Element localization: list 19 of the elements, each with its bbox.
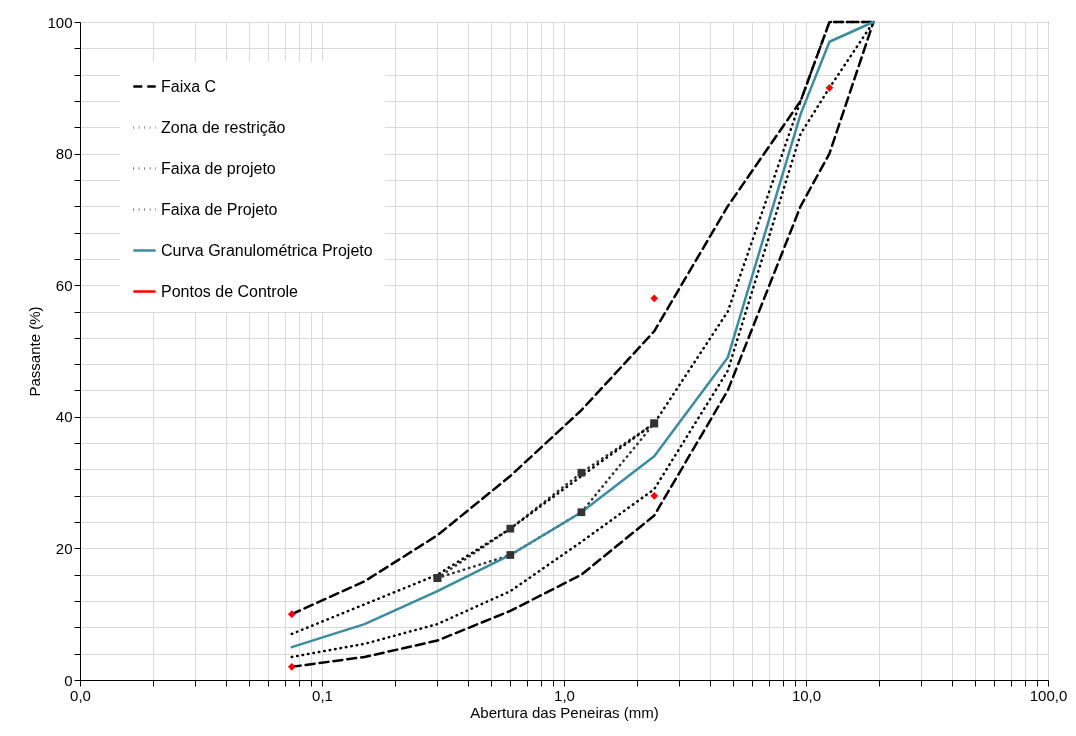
y-tick-label: 0 bbox=[64, 671, 73, 689]
legend-label: Faixa C bbox=[161, 77, 217, 95]
y-tick-label: 60 bbox=[55, 276, 73, 294]
y-tick-label: 80 bbox=[55, 145, 73, 163]
x-tick-label: 1,0 bbox=[554, 686, 575, 704]
x-tick-label: 0,1 bbox=[312, 686, 333, 704]
legend-label: Curva Granulométrica Projeto bbox=[161, 241, 373, 259]
x-tick-label: 10,0 bbox=[791, 686, 822, 704]
legend-label: Faixa de projeto bbox=[161, 159, 276, 177]
x-tick-label: 0,0 bbox=[70, 686, 91, 704]
legend-label: Faixa de Projeto bbox=[161, 200, 278, 218]
x-tick-label: 100,0 bbox=[1029, 686, 1068, 704]
x-axis-title: Abertura das Peneiras (mm) bbox=[470, 703, 659, 721]
y-tick-label: 20 bbox=[55, 539, 73, 557]
y-tick-label: 40 bbox=[55, 408, 73, 426]
legend-label: Zona de restrição bbox=[161, 118, 286, 136]
legend-label: Pontos de Controle bbox=[161, 282, 299, 300]
y-axis-title: Passante (%) bbox=[26, 306, 44, 397]
y-tick-label: 100 bbox=[47, 13, 73, 31]
